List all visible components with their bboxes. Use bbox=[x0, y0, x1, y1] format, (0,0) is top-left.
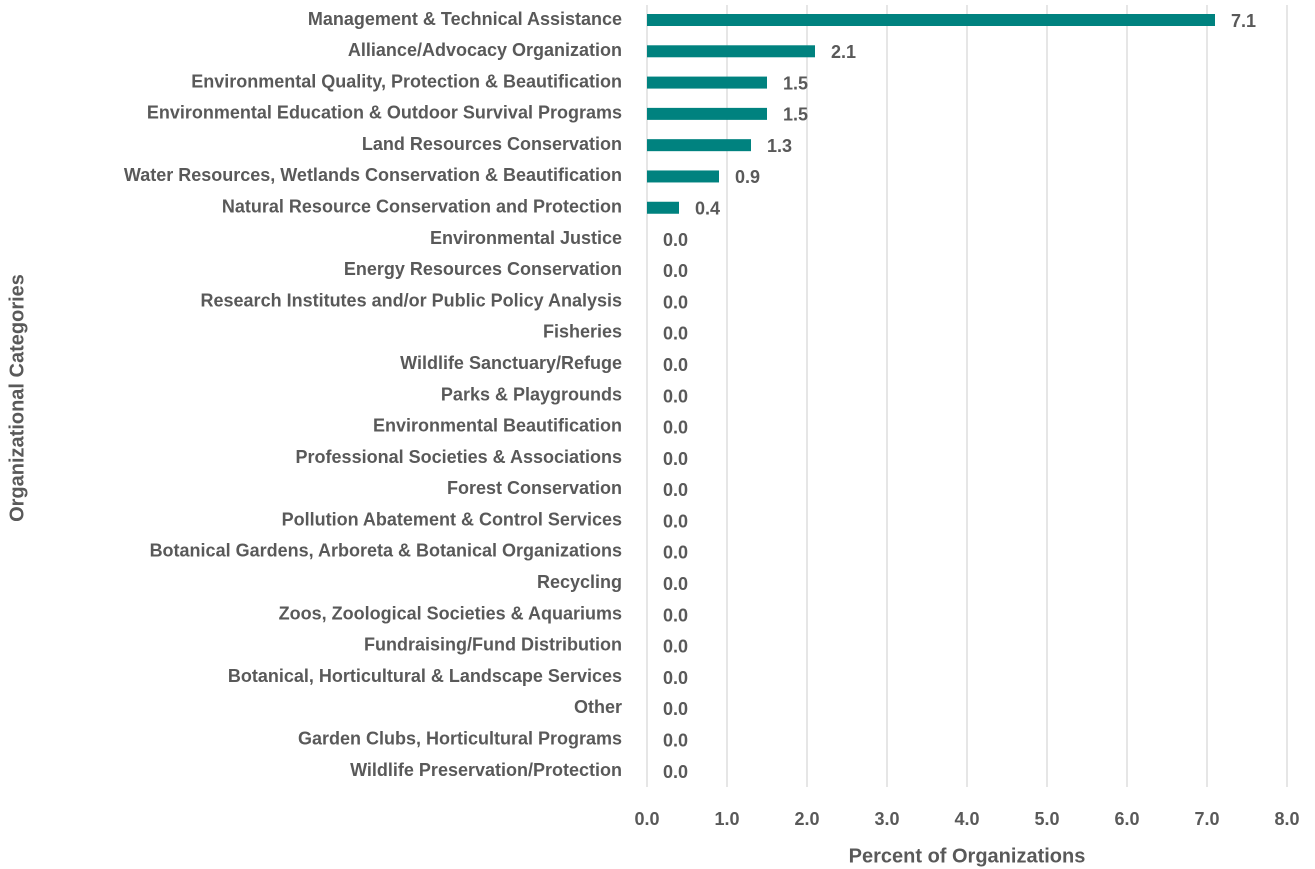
value-label: 0.9 bbox=[735, 167, 760, 187]
value-label: 0.0 bbox=[663, 230, 688, 250]
y-tick-label: Parks & Playgrounds bbox=[441, 384, 622, 404]
y-tick-label: Recycling bbox=[537, 572, 622, 592]
value-label: 0.0 bbox=[663, 511, 688, 531]
y-tick-label: Zoos, Zoological Societies & Aquariums bbox=[279, 603, 622, 623]
x-tick-label: 2.0 bbox=[794, 809, 819, 829]
value-label: 0.0 bbox=[663, 637, 688, 657]
bar bbox=[647, 107, 767, 120]
bar bbox=[647, 76, 767, 89]
value-label: 1.3 bbox=[767, 136, 792, 156]
x-axis-title: Percent of Organizations bbox=[849, 845, 1086, 867]
x-tick-label: 1.0 bbox=[714, 809, 739, 829]
y-tick-label: Alliance/Advocacy Organization bbox=[348, 40, 622, 60]
value-label: 0.0 bbox=[663, 292, 688, 312]
value-label: 0.0 bbox=[663, 543, 688, 563]
value-label: 7.1 bbox=[1231, 11, 1256, 31]
y-tick-label: Botanical Gardens, Arboreta & Botanical … bbox=[150, 541, 622, 561]
y-tick-label: Environmental Education & Outdoor Surviv… bbox=[147, 103, 622, 123]
x-tick-label: 6.0 bbox=[1114, 809, 1139, 829]
value-label: 0.0 bbox=[663, 762, 688, 782]
y-tick-label: Garden Clubs, Horticultural Programs bbox=[298, 728, 622, 748]
y-tick-label: Land Resources Conservation bbox=[362, 134, 622, 154]
value-label: 0.0 bbox=[663, 355, 688, 375]
y-tick-label: Wildlife Preservation/Protection bbox=[350, 760, 622, 780]
bar bbox=[647, 45, 815, 58]
value-label: 0.0 bbox=[663, 480, 688, 500]
value-label: 0.0 bbox=[663, 324, 688, 344]
value-label: 0.0 bbox=[663, 449, 688, 469]
bar bbox=[647, 201, 679, 214]
y-tick-label: Water Resources, Wetlands Conservation &… bbox=[124, 165, 622, 185]
y-tick-label: Energy Resources Conservation bbox=[344, 259, 622, 279]
bar bbox=[647, 170, 719, 183]
y-tick-label: Research Institutes and/or Public Policy… bbox=[201, 290, 622, 310]
y-tick-label: Forest Conservation bbox=[447, 478, 622, 498]
x-tick-label: 3.0 bbox=[874, 809, 899, 829]
x-tick-label: 0.0 bbox=[634, 809, 659, 829]
y-tick-label: Pollution Abatement & Control Services bbox=[282, 509, 622, 529]
y-tick-label: Environmental Justice bbox=[430, 228, 622, 248]
y-tick-label: Fundraising/Fund Distribution bbox=[364, 635, 622, 655]
bar bbox=[647, 139, 751, 152]
value-label: 1.5 bbox=[783, 105, 808, 125]
x-tick-label: 8.0 bbox=[1274, 809, 1299, 829]
y-tick-label: Management & Technical Assistance bbox=[308, 9, 622, 29]
value-label: 1.5 bbox=[783, 73, 808, 93]
x-tick-label: 5.0 bbox=[1034, 809, 1059, 829]
value-label: 0.0 bbox=[663, 574, 688, 594]
value-label: 0.0 bbox=[663, 386, 688, 406]
value-label: 0.0 bbox=[663, 730, 688, 750]
y-tick-label: Professional Societies & Associations bbox=[296, 447, 622, 467]
x-tick-label: 4.0 bbox=[954, 809, 979, 829]
y-tick-label: Environmental Quality, Protection & Beau… bbox=[191, 71, 622, 91]
value-label: 0.0 bbox=[663, 418, 688, 438]
value-label: 0.4 bbox=[695, 199, 720, 219]
y-tick-label: Wildlife Sanctuary/Refuge bbox=[400, 353, 622, 373]
y-tick-label: Other bbox=[574, 697, 622, 717]
y-tick-label: Environmental Beautification bbox=[373, 416, 622, 436]
value-label: 0.0 bbox=[663, 605, 688, 625]
y-tick-label: Botanical, Horticultural & Landscape Ser… bbox=[228, 666, 622, 686]
value-label: 2.1 bbox=[831, 42, 856, 62]
value-label: 0.0 bbox=[663, 668, 688, 688]
y-tick-label: Fisheries bbox=[543, 322, 622, 342]
value-label: 0.0 bbox=[663, 261, 688, 281]
value-label: 0.0 bbox=[663, 699, 688, 719]
y-tick-label: Natural Resource Conservation and Protec… bbox=[222, 197, 622, 217]
x-tick-label: 7.0 bbox=[1194, 809, 1219, 829]
y-axis-title: Organizational Categories bbox=[6, 274, 28, 522]
bar bbox=[647, 14, 1215, 26]
